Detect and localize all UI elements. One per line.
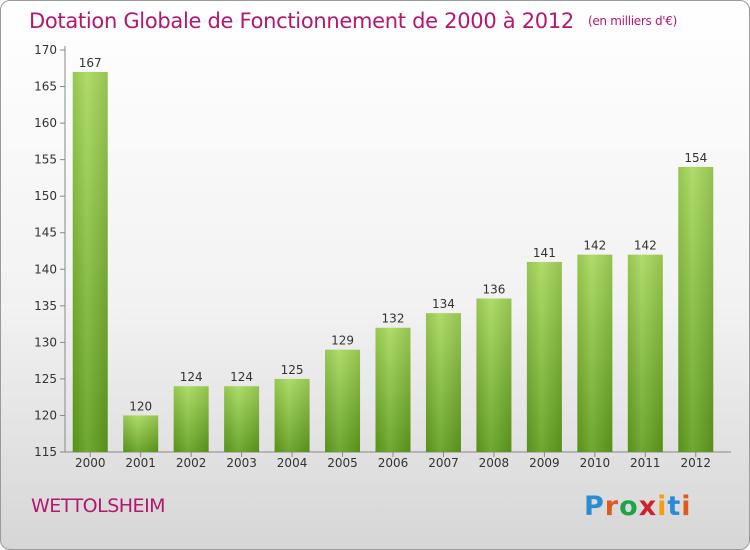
bar-value-label: 142 [583, 239, 606, 253]
y-tick-label: 150 [34, 189, 57, 203]
bar-value-label: 141 [533, 246, 556, 260]
bar-value-label: 167 [79, 56, 102, 70]
bar-value-label: 132 [382, 312, 405, 326]
bar-value-label: 120 [129, 399, 152, 413]
bar-shade [274, 378, 310, 452]
bar-shade [678, 166, 714, 453]
bar-value-label: 124 [180, 370, 203, 384]
commune-name: WETTOLSHEIM [31, 495, 166, 517]
bar-value-label: 134 [432, 297, 455, 311]
x-tick-label: 2011 [630, 456, 661, 470]
x-tick-label: 2002 [176, 456, 207, 470]
x-tick-label: 2006 [378, 456, 409, 470]
x-tick-label: 2001 [125, 456, 156, 470]
chart-title: Dotation Globale de Fonctionnement de 20… [29, 9, 677, 33]
y-tick-label: 130 [34, 335, 57, 349]
y-tick-label: 125 [34, 372, 57, 386]
bar-shade [425, 313, 461, 452]
y-tick-label: 145 [34, 226, 57, 240]
bar-shade [173, 386, 209, 452]
y-tick-label: 155 [34, 153, 57, 167]
logo-letter: i [657, 491, 668, 522]
x-tick-label: 2009 [529, 456, 560, 470]
y-tick-label: 170 [34, 43, 57, 57]
x-tick-label: 2003 [226, 456, 257, 470]
bar-shade [224, 386, 260, 452]
bar-shade [526, 261, 562, 452]
bar-shade [476, 298, 512, 452]
y-tick-label: 115 [34, 445, 57, 459]
y-tick-label: 165 [34, 80, 57, 94]
logo-letter: o [619, 491, 639, 522]
bar-value-label: 142 [634, 239, 657, 253]
logo-letter: i [681, 491, 692, 522]
x-tick-label: 2004 [277, 456, 308, 470]
y-tick-label: 135 [34, 299, 57, 313]
x-tick-label: 2005 [327, 456, 358, 470]
logo-letter: x [638, 491, 658, 522]
logo-letter: P [584, 491, 605, 522]
logo-letter: t [667, 491, 682, 522]
proxiti-logo: Proxiti [584, 491, 692, 522]
bar-shade [627, 254, 663, 452]
logo-letter: r [604, 491, 620, 522]
bar-value-label: 154 [684, 151, 707, 165]
bar-value-label: 129 [331, 334, 354, 348]
x-tick-label: 2007 [428, 456, 459, 470]
x-tick-label: 2012 [680, 456, 711, 470]
y-tick-label: 120 [34, 408, 57, 422]
x-tick-label: 2010 [580, 456, 611, 470]
x-tick-label: 2008 [479, 456, 510, 470]
bar-shade [577, 254, 613, 452]
x-tick-label: 2000 [75, 456, 106, 470]
bar-value-label: 125 [281, 363, 304, 377]
bar-value-label: 124 [230, 370, 253, 384]
bar-shade [375, 327, 411, 452]
bar-shade [325, 349, 361, 452]
unit-label: (en milliers d'€) [587, 14, 677, 28]
y-tick-label: 140 [34, 262, 57, 276]
y-tick-label: 160 [34, 116, 57, 130]
bar-shade [72, 71, 108, 452]
bar-shade [123, 415, 159, 452]
bar-value-label: 136 [482, 283, 505, 297]
